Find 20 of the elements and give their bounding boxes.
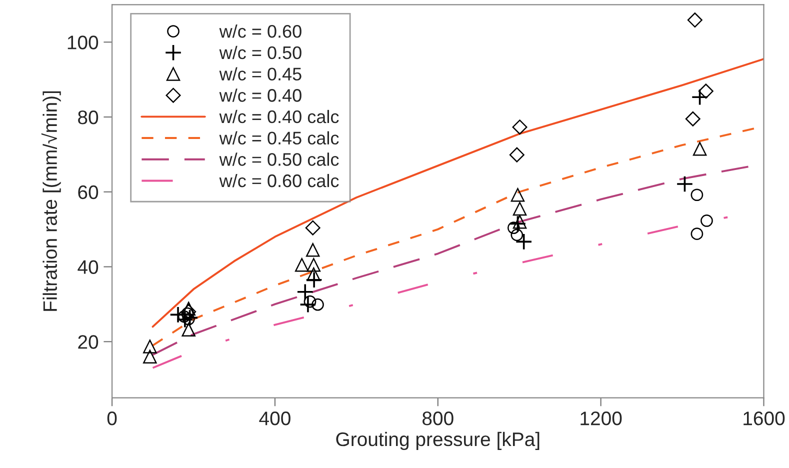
- y-tick-label: 100: [68, 36, 98, 50]
- legend-label: w/c = 0.50: [219, 46, 302, 60]
- y-axis-title: Filtration rate [(mm/√min)]: [41, 91, 61, 311]
- y-tick-label: 60: [78, 185, 98, 200]
- x-tick-label: 1200: [580, 412, 622, 426]
- legend-label: w/c = 0.40 calc: [219, 110, 339, 124]
- legend-label: w/c = 0.45 calc: [219, 131, 339, 145]
- x-tick-label: 400: [259, 412, 290, 426]
- legend-label: w/c = 0.40: [219, 88, 302, 102]
- y-tick-label: 20: [78, 335, 98, 349]
- y-tick-label: 40: [78, 260, 98, 274]
- y-tick-label: 80: [78, 110, 98, 124]
- x-tick-label: 0: [107, 412, 117, 426]
- x-tick-label: 800: [422, 412, 454, 426]
- legend-label: w/c = 0.60: [219, 24, 302, 38]
- x-tick-label: 1600: [744, 412, 785, 426]
- x-axis-title: Grouting pressure [kPa]: [336, 432, 540, 450]
- legend-label: w/c = 0.60 calc: [219, 174, 339, 188]
- legend-label: w/c = 0.45: [219, 67, 302, 80]
- legend-label: w/c = 0.50 calc: [219, 152, 339, 166]
